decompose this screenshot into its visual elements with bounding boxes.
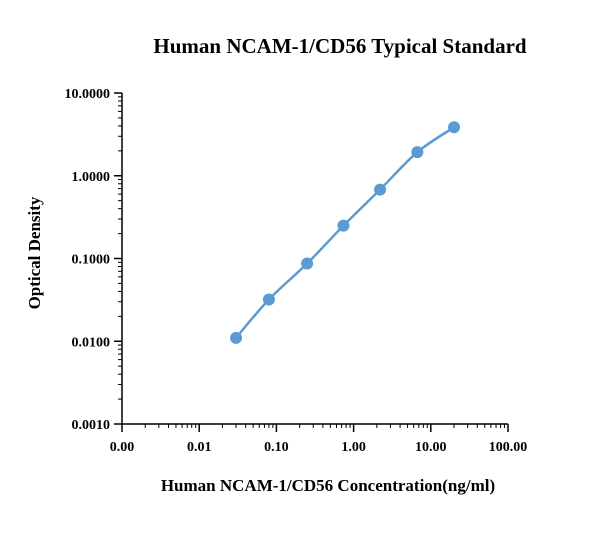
series-layer [230,121,461,344]
data-point [262,293,275,306]
x-tick-label: 1.00 [341,440,366,455]
x-axis-label: Human NCAM-1/CD56 Concentration(ng/ml) [161,476,495,495]
y-tick-label: 0.1000 [72,253,111,268]
y-tick-label: 1.0000 [72,170,111,185]
x-tick-label: 100.00 [489,440,528,455]
y-tick-label: 0.0100 [72,335,111,350]
data-point [448,121,461,134]
x-tick-label: 10.00 [415,440,447,455]
x-tick-label: 0.00 [110,440,135,455]
y-axis-label: Optical Density [25,196,44,309]
x-tick-label: 0.01 [187,440,212,455]
data-point [230,331,243,344]
chart-title: Human NCAM-1/CD56 Typical Standard [153,34,527,58]
data-point [301,257,314,270]
x-tick-label: 0.10 [264,440,289,455]
y-tick-label: 0.0010 [72,418,111,433]
data-point [374,183,387,196]
data-point [411,146,424,159]
y-tick-label: 10.0000 [65,87,111,102]
series-line [235,126,455,339]
y-axis: 0.0010 0.0100 0.1000 1.0000 10.0000 [65,87,123,433]
data-point [337,219,350,232]
x-axis: 0.00 0.01 0.10 1.00 10.00 100.00 [110,423,528,455]
